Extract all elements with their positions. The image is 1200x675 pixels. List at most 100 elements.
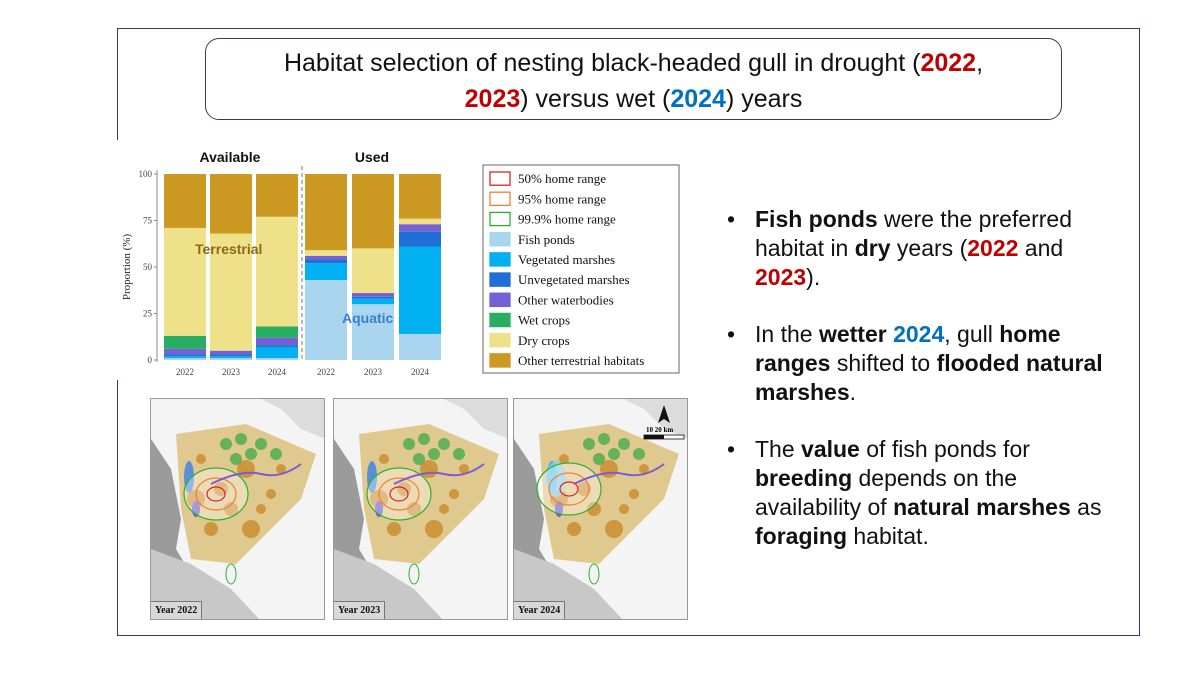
- title-comma: ,: [976, 49, 984, 77]
- map-2022: Year 2022: [150, 398, 325, 620]
- river-line: [573, 463, 665, 485]
- home-range-95: [548, 472, 590, 506]
- bar-segment-other-terrestrial-habitats: [399, 174, 441, 219]
- x-tick-label: 2022: [176, 367, 194, 377]
- bar-segment-fish-ponds: [256, 358, 298, 360]
- home-range-outlier: [225, 563, 237, 585]
- terrestrial-patch: [242, 520, 260, 538]
- title-text-2: ) versus wet (: [520, 85, 671, 113]
- upland-shape: [444, 399, 507, 439]
- title-year-2024: 2024: [670, 85, 726, 113]
- crop-patch: [633, 448, 645, 460]
- bullet-dot: •: [727, 321, 736, 347]
- bar-segment-fish-ponds: [399, 333, 441, 360]
- river-line: [210, 463, 302, 485]
- bar-segment-vegetated-marshes: [164, 356, 206, 359]
- terrestrial-patch: [425, 520, 443, 538]
- bar-segment-dry-crops: [164, 227, 206, 336]
- bar-segment-fish-ponds: [305, 280, 347, 360]
- b2-t2: , gull: [944, 321, 1000, 347]
- bar-segment-other-terrestrial-habitats: [305, 174, 347, 251]
- title-year-2023: 2023: [464, 85, 521, 113]
- bar-segment-dry-crops: [210, 233, 252, 351]
- b3-value: value: [801, 436, 860, 462]
- b1-t2: years (: [890, 235, 968, 261]
- legend-label: 99.9% home range: [518, 212, 616, 227]
- y-tick-label: 75: [143, 216, 153, 226]
- terrestrial-patch: [204, 522, 218, 536]
- legend-swatch: [489, 191, 511, 207]
- map-2022-label: Year 2022: [151, 601, 203, 619]
- findings-list: • Fish ponds were the preferred habitat …: [725, 205, 1125, 579]
- terrestrial-patch: [629, 489, 639, 499]
- x-tick-label: 2024: [411, 367, 430, 377]
- habitat-chart-panel: 0 25 50 75 100 Proportion (%) 2022 2023 2024 2022…: [112, 140, 687, 380]
- crop-patch: [618, 438, 630, 450]
- crop-patch: [453, 448, 465, 460]
- crop-patch: [583, 438, 595, 450]
- terrestrial-patch: [605, 520, 623, 538]
- b1-year-2023: 2023: [755, 264, 807, 290]
- legend-swatch: [489, 312, 511, 328]
- legend-label: Wet crops: [518, 313, 570, 328]
- legend-swatch: [489, 353, 511, 368]
- bar-segment-dry-crops: [399, 218, 441, 225]
- legend-label: Vegetated marshes: [518, 252, 615, 267]
- bullet-dot: •: [727, 436, 736, 462]
- home-range-50: [559, 481, 579, 497]
- legend-label: 50% home range: [518, 171, 606, 186]
- home-range-50: [389, 486, 409, 502]
- home-range-999: [536, 462, 602, 516]
- bar-segment-unvegetated-marshes: [210, 354, 252, 357]
- map-2024: 10 20 km Year 2024: [513, 398, 688, 620]
- b1-fish-ponds: Fish ponds: [755, 206, 878, 232]
- habitat-stacked-bar-chart: 0 25 50 75 100 Proportion (%) 2022 2023 2024 2022…: [121, 149, 680, 377]
- bar-segment-other-waterbodies: [210, 350, 252, 355]
- terrestrial-patch: [224, 502, 238, 516]
- crop-patch: [593, 453, 605, 465]
- legend-swatch: [489, 292, 511, 308]
- b3-t2: of fish ponds for: [859, 436, 1030, 462]
- terrestrial-patch: [387, 522, 401, 536]
- terrestrial-patch: [256, 504, 266, 514]
- group-label-used: Used: [355, 149, 389, 165]
- bar-segment-other-waterbodies: [305, 255, 347, 260]
- terrestrial-patch: [619, 504, 629, 514]
- home-range-999: [366, 467, 432, 521]
- map-2023-graphic: [334, 399, 507, 619]
- terrestrial-patch: [639, 464, 649, 474]
- bar-segment-fish-ponds: [210, 358, 252, 360]
- bar-segment-unvegetated-marshes: [164, 354, 206, 357]
- legend-swatch: [489, 252, 511, 267]
- bar-segment-other-terrestrial-habitats: [210, 174, 252, 234]
- bar-segment-vegetated-marshes: [256, 346, 298, 359]
- legend-swatch: [489, 332, 511, 348]
- scale-bar-label: 10 20 km: [646, 426, 673, 434]
- home-range-50: [206, 486, 226, 502]
- bar-segment-other-waterbodies: [352, 293, 394, 297]
- legend-swatch: [489, 272, 511, 287]
- river-line: [393, 463, 485, 485]
- crop-patch: [438, 438, 450, 450]
- bar-segment-other-waterbodies: [164, 348, 206, 355]
- x-tick-label: 2023: [364, 367, 383, 377]
- terrestrial-patch: [439, 504, 449, 514]
- b2-flooded-marshes: flooded natural marshes: [755, 350, 1103, 405]
- legend-box: [482, 164, 680, 374]
- terrestrial-patch: [379, 454, 389, 464]
- crop-patch: [418, 433, 430, 445]
- scale-bar-segment: [644, 435, 664, 439]
- bar-segment-fish-ponds: [164, 358, 206, 360]
- legend-label: 95% home range: [518, 191, 606, 206]
- home-range-999: [183, 467, 249, 521]
- terrestrial-patch: [407, 502, 421, 516]
- finding-3: • The value of fish ponds for breeding d…: [725, 435, 1125, 551]
- terrestrial-patch: [276, 464, 286, 474]
- legend-label: Dry crops: [518, 333, 570, 348]
- crop-patch: [598, 433, 610, 445]
- terrestrial-patch: [196, 454, 206, 464]
- crop-patch: [403, 438, 415, 450]
- terrestrial-patch: [567, 522, 581, 536]
- group-label-available: Available: [200, 149, 261, 165]
- legend-swatch: [489, 231, 511, 247]
